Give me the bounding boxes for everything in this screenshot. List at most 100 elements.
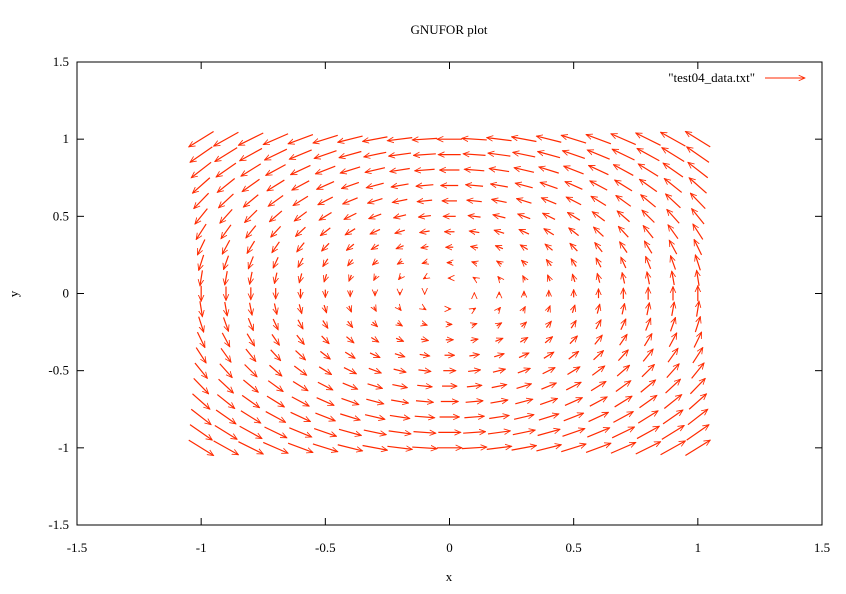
vector-arrow bbox=[594, 227, 604, 237]
vector-arrow bbox=[515, 183, 533, 189]
vector-arrow bbox=[395, 338, 403, 341]
vector-arrow bbox=[370, 229, 381, 235]
vector-arrow bbox=[469, 231, 480, 233]
vector-arrow bbox=[296, 226, 306, 236]
vector-arrow bbox=[497, 261, 502, 264]
vector-arrow bbox=[512, 430, 535, 436]
vector-arrow bbox=[612, 148, 635, 161]
vector-arrow bbox=[213, 440, 239, 456]
vector-arrow bbox=[240, 410, 261, 423]
vector-arrow bbox=[663, 395, 681, 409]
vector-arrow bbox=[489, 168, 510, 171]
vector-arrow bbox=[349, 275, 351, 281]
x-tick-label: -0.5 bbox=[315, 540, 336, 555]
vector-arrow bbox=[338, 135, 363, 142]
vector-arrow bbox=[272, 241, 280, 253]
vector-arrow bbox=[693, 224, 704, 240]
vector-arrow bbox=[571, 259, 576, 267]
vector-arrow bbox=[595, 243, 603, 253]
vector-arrow bbox=[492, 369, 505, 372]
vector-arrow bbox=[263, 133, 289, 146]
vector-arrow bbox=[494, 354, 504, 357]
vector-arrow bbox=[640, 380, 656, 393]
vector-arrow bbox=[469, 354, 479, 356]
vector-arrow bbox=[487, 431, 510, 434]
vector-arrow bbox=[264, 148, 288, 161]
vector-arrow bbox=[512, 137, 537, 143]
vector-arrow bbox=[616, 196, 632, 207]
y-tick-label: 0.5 bbox=[53, 208, 69, 223]
vector-arrow bbox=[585, 443, 611, 454]
vector-arrow bbox=[592, 212, 606, 222]
vector-arrow bbox=[272, 256, 279, 268]
vector-arrow bbox=[690, 193, 706, 210]
vector-arrow bbox=[274, 272, 276, 284]
vector-arrow bbox=[697, 270, 699, 286]
vector-arrow bbox=[192, 177, 211, 193]
vector-arrow bbox=[365, 167, 386, 173]
vector-arrow bbox=[317, 181, 335, 190]
vector-arrow bbox=[315, 165, 336, 174]
vector-arrow bbox=[219, 363, 232, 378]
vector-arrow bbox=[642, 349, 653, 362]
vector-arrow bbox=[313, 134, 338, 143]
vector-arrow bbox=[610, 441, 636, 454]
vector-arrow bbox=[245, 348, 256, 361]
y-tick-label: 1.5 bbox=[53, 54, 69, 69]
vector-arrow bbox=[220, 208, 233, 223]
vector-arrow bbox=[343, 367, 356, 375]
x-tick-label: 0 bbox=[446, 540, 453, 555]
vector-arrow bbox=[544, 337, 552, 344]
vector-arrow bbox=[220, 347, 231, 362]
vector-arrow bbox=[522, 322, 527, 327]
vector-arrow bbox=[593, 351, 604, 361]
vector-arrow bbox=[639, 179, 658, 193]
vector-arrow bbox=[419, 354, 430, 356]
vector-arrow bbox=[291, 164, 311, 176]
vector-arrow bbox=[395, 230, 405, 233]
vector-arrow bbox=[519, 228, 530, 234]
plot-frame bbox=[76, 61, 823, 526]
vector-arrow bbox=[672, 271, 674, 286]
vector-arrow bbox=[318, 196, 334, 206]
vector-arrow bbox=[362, 444, 388, 451]
vector-arrow bbox=[668, 240, 678, 255]
vector-arrow bbox=[663, 163, 684, 178]
vector-arrow bbox=[546, 260, 551, 266]
vector-arrow bbox=[645, 318, 651, 331]
vector-arrow bbox=[568, 351, 579, 360]
vector-arrow bbox=[299, 304, 301, 313]
vector-arrow bbox=[589, 164, 609, 176]
vector-arrow bbox=[348, 321, 353, 327]
vector-arrow bbox=[246, 225, 257, 238]
vector-arrow bbox=[296, 334, 304, 344]
vector-arrow bbox=[368, 367, 381, 373]
vector-arrow bbox=[687, 147, 710, 163]
vector-arrow bbox=[399, 307, 401, 310]
vector-arrow bbox=[415, 401, 433, 403]
vector-arrow bbox=[622, 273, 624, 284]
vector-arrow bbox=[468, 216, 481, 218]
vector-arrow bbox=[250, 271, 252, 284]
vector-arrow bbox=[390, 168, 410, 171]
vector-arrow bbox=[370, 337, 378, 342]
vector-arrow bbox=[338, 428, 361, 435]
vector-arrow bbox=[387, 138, 413, 141]
vector-arrow bbox=[222, 317, 229, 331]
vector-arrow bbox=[242, 379, 258, 392]
vector-arrow bbox=[694, 317, 700, 333]
vector-arrow bbox=[511, 446, 537, 451]
vector-arrow bbox=[587, 150, 610, 160]
vector-arrow bbox=[195, 208, 208, 224]
vector-arrow bbox=[572, 274, 574, 283]
vector-arrow bbox=[312, 443, 338, 452]
vector-arrow bbox=[567, 367, 579, 376]
vector-arrow bbox=[565, 181, 583, 190]
vector-arrow bbox=[462, 138, 487, 140]
vector-arrow bbox=[316, 397, 334, 406]
vector-arrow bbox=[389, 415, 410, 418]
vector-arrow bbox=[266, 164, 286, 176]
vector-arrow bbox=[271, 334, 279, 345]
vector-arrow bbox=[339, 150, 362, 158]
